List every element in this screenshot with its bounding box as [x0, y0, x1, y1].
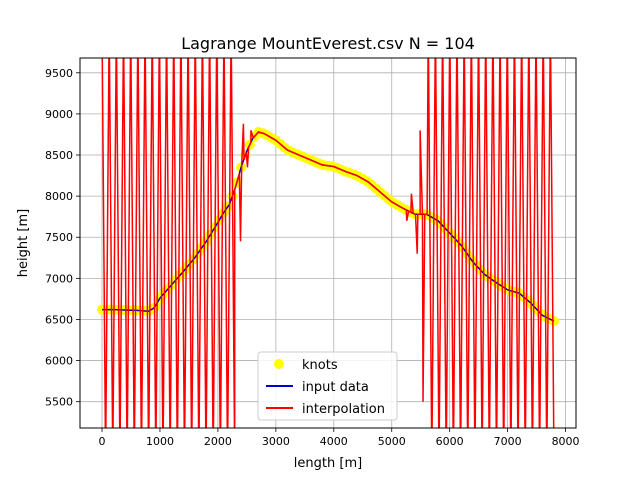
x-tick-label: 8000: [552, 435, 580, 448]
x-tick-label: 2000: [204, 435, 232, 448]
legend-box: [257, 351, 398, 421]
y-tick-label: 7500: [45, 231, 73, 244]
y-tick-label: 5500: [45, 396, 73, 409]
x-tick-label: 3000: [262, 435, 290, 448]
plot-area: [97, 58, 559, 428]
y-tick-label: 8500: [45, 149, 73, 162]
interpolation-line: [101, 58, 555, 428]
y-tick-label: 6000: [45, 355, 73, 368]
x-tick-label: 7000: [494, 435, 522, 448]
legend-knots-label: knots: [302, 358, 338, 373]
y-tick-label: 6500: [45, 313, 73, 326]
x-axis-label: length [m]: [294, 456, 362, 471]
x-tick-label: 5000: [378, 435, 406, 448]
ticks: 0 1000 2000 3000 4000 5000 6000 7000 8000 5500 600…: [45, 67, 580, 448]
x-tick-label: 4000: [320, 435, 348, 448]
y-tick-label: 7000: [45, 272, 73, 285]
x-tick-label: 6000: [436, 435, 464, 448]
legend-input-label: input data: [302, 380, 369, 395]
x-tick-label: 1000: [146, 435, 174, 448]
legend: knots input data interpolation: [257, 351, 398, 421]
x-tick-label: 0: [99, 435, 106, 448]
y-tick-label: 8000: [45, 190, 73, 203]
y-tick-label: 9500: [45, 67, 73, 80]
legend-interp-label: interpolation: [302, 402, 385, 417]
axes-frame: [79, 57, 577, 429]
chart-title: Lagrange MountEverest.csv N = 104: [181, 34, 475, 53]
y-axis-label: height [m]: [16, 209, 31, 277]
legend-knots-marker: [274, 359, 284, 369]
series-group: [97, 58, 559, 428]
y-tick-label: 9000: [45, 108, 73, 121]
